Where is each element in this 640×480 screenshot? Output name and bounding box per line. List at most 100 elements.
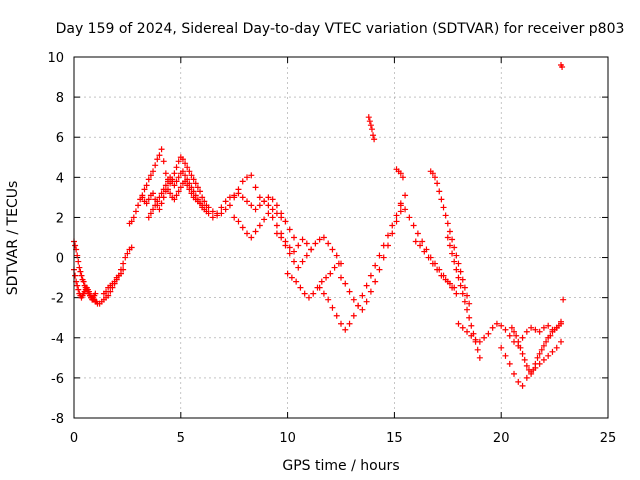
data-point — [320, 290, 327, 297]
data-point — [173, 192, 180, 199]
x-tick-label: 10 — [279, 431, 296, 446]
plot-frame — [73, 56, 609, 419]
data-point — [393, 212, 400, 219]
data-point — [367, 288, 374, 295]
data-point — [521, 356, 528, 363]
data-point — [77, 268, 84, 275]
data-point — [194, 196, 201, 203]
data-point — [248, 234, 255, 241]
data-point — [508, 324, 515, 331]
data-point — [293, 278, 300, 285]
data-point — [199, 194, 206, 201]
data-point — [530, 366, 537, 373]
data-point — [135, 202, 142, 209]
data-point — [150, 190, 157, 197]
data-point — [446, 242, 453, 249]
data-point — [540, 342, 547, 349]
data-point — [402, 206, 409, 213]
data-point — [536, 328, 543, 335]
data-point — [310, 290, 317, 297]
data-point — [303, 252, 310, 259]
data-point — [265, 194, 272, 201]
data-point — [367, 122, 374, 129]
data-point — [214, 210, 221, 217]
data-point — [466, 314, 473, 321]
data-point — [152, 202, 159, 209]
data-point — [150, 168, 157, 175]
data-point — [194, 184, 201, 191]
data-point — [547, 332, 554, 339]
data-point — [205, 210, 212, 217]
data-point — [545, 352, 552, 359]
data-point — [182, 160, 189, 167]
y-tick-label: 2 — [56, 211, 64, 226]
data-point — [288, 274, 295, 281]
y-tick-label: 6 — [56, 131, 64, 146]
data-point — [333, 252, 340, 259]
data-point — [158, 200, 165, 207]
axis-ticks — [73, 56, 609, 419]
data-point — [429, 170, 436, 177]
data-point — [489, 324, 496, 331]
data-point — [171, 196, 178, 203]
data-point — [449, 236, 456, 243]
data-point — [173, 178, 180, 185]
data-point — [205, 204, 212, 211]
data-point — [117, 270, 124, 277]
data-point — [368, 126, 375, 133]
data-point — [209, 214, 216, 221]
data-point — [75, 258, 82, 265]
data-point — [417, 242, 424, 249]
data-point — [393, 218, 400, 225]
data-point — [244, 198, 251, 205]
data-point — [291, 258, 298, 265]
data-point — [397, 170, 404, 177]
data-point — [532, 360, 539, 367]
data-point — [139, 194, 146, 201]
y-tick-label: 0 — [56, 252, 64, 267]
data-point — [350, 296, 357, 303]
y-tick-label: -8 — [51, 412, 64, 427]
data-point — [226, 194, 233, 201]
data-point — [156, 206, 163, 213]
data-point — [502, 352, 509, 359]
data-point — [431, 174, 438, 181]
data-point — [282, 218, 289, 225]
data-point — [476, 354, 483, 361]
data-point — [444, 234, 451, 241]
data-point — [273, 222, 280, 229]
data-point — [325, 296, 332, 303]
data-point — [147, 210, 154, 217]
data-point — [455, 260, 462, 267]
data-point — [389, 230, 396, 237]
data-point — [444, 220, 451, 227]
data-point — [346, 320, 353, 327]
data-point — [335, 260, 342, 267]
data-point — [231, 192, 238, 199]
data-point — [103, 288, 110, 295]
data-point — [540, 356, 547, 363]
data-point — [74, 252, 81, 259]
y-tick-label: 10 — [47, 51, 64, 66]
data-point — [105, 292, 112, 299]
data-point — [162, 170, 169, 177]
data-point — [303, 240, 310, 247]
data-point — [244, 230, 251, 237]
data-point — [173, 164, 180, 171]
data-point — [171, 170, 178, 177]
data-point — [156, 152, 163, 159]
data-point — [338, 320, 344, 327]
data-point — [457, 282, 464, 289]
data-point — [301, 290, 308, 297]
data-point — [523, 362, 530, 369]
data-point — [179, 168, 186, 175]
y-tick-labels: -8 -6 -4 -2 0 2 4 6 8 10 — [47, 51, 64, 427]
data-point — [239, 178, 246, 185]
data-point — [235, 190, 242, 197]
data-point — [222, 198, 229, 205]
data-point — [192, 192, 199, 199]
data-point — [380, 254, 387, 261]
data-point — [506, 332, 513, 339]
data-point — [519, 350, 526, 357]
data-point — [269, 206, 276, 213]
